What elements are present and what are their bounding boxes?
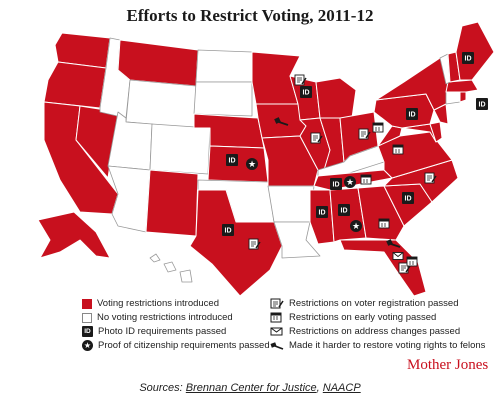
- id-card-icon: ID: [406, 108, 418, 120]
- source-brennan-link[interactable]: Brennan Center for Justice: [185, 382, 317, 394]
- id-card-icon: ID: [338, 204, 350, 216]
- id-card-icon: ID: [226, 154, 238, 166]
- svg-text:ID: ID: [303, 90, 310, 97]
- legend-felons-label: Made it harder to restore voting rights …: [289, 340, 486, 351]
- star-badge-icon: ★: [246, 158, 258, 170]
- star-badge-icon: ★: [82, 340, 93, 351]
- registration-clipboard-icon: [398, 262, 411, 274]
- id-card-icon: ID: [462, 52, 474, 64]
- gavel-icon: [386, 239, 401, 248]
- state-or: [43, 61, 107, 109]
- legend-registration-label: Restrictions on voter registration passe…: [289, 298, 459, 309]
- svg-text:ID: ID: [319, 210, 326, 217]
- state-sd: [193, 81, 253, 117]
- registration-clipboard-icon: [424, 172, 437, 184]
- early-voting-calendar-icon: [406, 256, 418, 267]
- id-card-icon: ID: [476, 98, 488, 110]
- state-mt: [117, 39, 199, 87]
- legend-address-label: Restrictions on address changes passed: [289, 326, 461, 337]
- address-envelope-icon: [392, 252, 404, 260]
- state-hi: [149, 253, 193, 283]
- legend-early-voting: Restrictions on early voting passed: [270, 312, 436, 323]
- early-voting-calendar-icon: [270, 312, 282, 323]
- legend-registration: Restrictions on voter registration passe…: [270, 298, 459, 309]
- early-voting-calendar-icon: [372, 122, 384, 133]
- legend-unrestricted: No voting restrictions introduced: [82, 312, 233, 323]
- state-ar: [267, 185, 315, 223]
- unrestricted-swatch: [82, 312, 92, 323]
- state-ga: [357, 185, 405, 241]
- id-card-icon: ID: [82, 326, 93, 337]
- svg-text:★: ★: [248, 160, 256, 170]
- svg-text:ID: ID: [225, 228, 232, 235]
- registration-clipboard-icon: [358, 128, 371, 140]
- sources-prefix: Sources:: [139, 382, 183, 394]
- early-voting-calendar-icon: [360, 174, 372, 185]
- registration-clipboard-icon: [270, 298, 284, 309]
- legend-citizenship-label: Proof of citizenship requirements passed: [98, 340, 270, 351]
- legend-citizenship: ★ Proof of citizenship requirements pass…: [82, 340, 270, 351]
- gavel-icon: [274, 117, 289, 126]
- state-ak: [37, 211, 111, 259]
- svg-text:★: ★: [346, 178, 354, 188]
- star-badge-icon: ★: [344, 176, 356, 188]
- sources-separator: ,: [316, 382, 320, 394]
- gavel-icon: [270, 342, 284, 350]
- registration-clipboard-icon: [310, 132, 323, 144]
- state-ct: [445, 91, 461, 105]
- id-card-icon: ID: [300, 86, 312, 98]
- svg-text:ID: ID: [479, 102, 486, 109]
- legend-address: Restrictions on address changes passed: [270, 326, 460, 337]
- registration-clipboard-icon: [248, 238, 261, 250]
- state-va: [377, 131, 453, 179]
- sources-line: Sources: Brennan Center for Justice, NAA…: [0, 382, 500, 394]
- state-me: [455, 21, 495, 81]
- svg-text:★: ★: [352, 222, 360, 232]
- address-envelope-icon: [270, 327, 283, 336]
- svg-text:ID: ID: [405, 196, 412, 203]
- star-badge-icon: ★: [350, 220, 362, 232]
- state-nm: [145, 169, 199, 237]
- svg-text:ID: ID: [341, 208, 348, 215]
- svg-text:ID: ID: [229, 158, 236, 165]
- restricted-swatch: [82, 298, 92, 309]
- legend-photo-id: ID Photo ID requirements passed: [82, 326, 226, 337]
- id-card-icon: ID: [402, 192, 414, 204]
- legend-restricted: Voting restrictions introduced: [82, 298, 219, 309]
- state-de: [429, 121, 443, 143]
- svg-text:ID: ID: [333, 182, 340, 189]
- id-card-icon: ID: [222, 224, 234, 236]
- registration-clipboard-icon: [294, 74, 307, 86]
- state-ma: [445, 79, 479, 93]
- legend-felons: Made it harder to restore voting rights …: [270, 340, 485, 351]
- state-nd: [195, 49, 253, 83]
- state-fl: [339, 239, 427, 297]
- legend-unrestricted-label: No voting restrictions introduced: [97, 312, 233, 323]
- svg-text:ID: ID: [465, 56, 472, 63]
- map-title: Efforts to Restrict Voting, 2011-12: [126, 6, 374, 25]
- state-tx: [189, 189, 283, 297]
- state-wy: [125, 79, 197, 129]
- legend-photo-id-label: Photo ID requirements passed: [98, 326, 227, 337]
- id-card-icon: ID: [330, 178, 342, 190]
- svg-text:ID: ID: [409, 112, 416, 119]
- state-ri: [459, 91, 467, 103]
- early-voting-calendar-icon: [378, 218, 390, 229]
- state-co: [149, 123, 211, 175]
- state-mi: [315, 77, 357, 119]
- mother-jones-logo: Mother Jones: [407, 357, 489, 373]
- id-card-icon: ID: [316, 206, 328, 218]
- legend-restricted-label: Voting restrictions introduced: [97, 298, 219, 309]
- source-naacp-link[interactable]: NAACP: [322, 382, 361, 394]
- legend-early-voting-label: Restrictions on early voting passed: [289, 312, 437, 323]
- early-voting-calendar-icon: [392, 144, 404, 155]
